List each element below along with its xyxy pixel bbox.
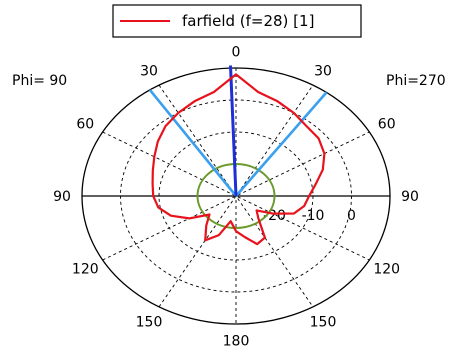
main-lobe-line: [229, 65, 238, 197]
grid-spoke: [102, 131, 370, 261]
series-line: [151, 73, 326, 246]
angle-tick-label: 180: [223, 334, 250, 350]
radial-tick-label: -10: [302, 208, 325, 224]
angle-tick-label: 30: [314, 64, 332, 80]
angle-tick-label: 60: [378, 117, 396, 133]
angle-tick-label: 90: [53, 189, 71, 205]
angle-tick-label: 120: [373, 261, 400, 277]
angle-tick-label: 120: [72, 261, 99, 277]
angle-tick-labels: 0 30 60 90 120 150 180 30 60 90 120 150: [53, 44, 419, 349]
angle-tick-label: 60: [76, 117, 94, 133]
legend: farfield (f=28) [1]: [112, 4, 362, 38]
overlays: [148, 65, 328, 229]
beamwidth-line: [235, 91, 328, 197]
phi-label-right: Phi=270: [386, 73, 446, 89]
angle-tick-label: 150: [310, 314, 337, 330]
beamwidth-line: [148, 89, 238, 197]
phi-label-left: Phi= 90: [12, 73, 67, 89]
angle-tick-label: 0: [232, 44, 241, 60]
radial-tick-labels: -20 -10 0: [263, 208, 356, 224]
radial-tick-label: 0: [347, 208, 356, 224]
legend-label: farfield (f=28) [1]: [182, 12, 314, 30]
series-group: [151, 73, 326, 246]
angle-tick-label: 90: [401, 189, 419, 205]
angle-tick-label: 150: [136, 314, 163, 330]
angle-tick-label: 30: [140, 64, 158, 80]
